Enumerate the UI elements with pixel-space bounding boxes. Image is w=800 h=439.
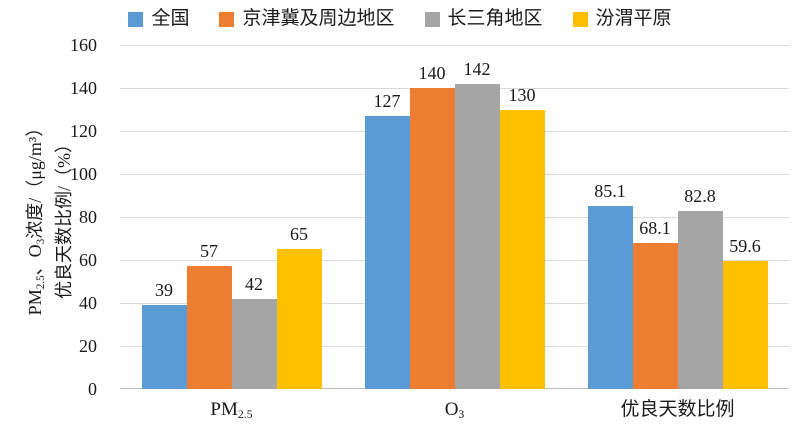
category-label-2: 优良天数比例 <box>620 398 734 422</box>
legend-item-2: 长三角地区 <box>424 8 543 30</box>
bar-value-label: 39 <box>155 280 173 301</box>
bar-series2-cat2 <box>677 210 723 389</box>
bar-value-label: 130 <box>508 84 536 105</box>
gridline <box>120 45 789 46</box>
bar-series0-cat1 <box>364 115 410 389</box>
bar-series3-cat2 <box>722 260 768 389</box>
bar-value-label: 142 <box>463 58 491 79</box>
bar-value-label: 140 <box>418 63 446 83</box>
bar-series1-cat1 <box>409 88 455 389</box>
bar-value-label: 59.6 <box>729 235 761 256</box>
legend-swatch-icon <box>424 11 440 27</box>
bar-series3-cat1 <box>499 109 545 389</box>
label-text: PM <box>210 399 238 420</box>
category-label-0: PM2.5 <box>210 398 252 427</box>
label-text: O <box>444 399 459 420</box>
label-subscript: 3 <box>458 407 465 421</box>
legend-label: 京津冀及周边地区 <box>242 8 395 29</box>
bar-value-label: 85.1 <box>594 181 626 202</box>
y-axis-tick-labels: 0 20 40 60 80 100 120 140 160 <box>55 35 105 399</box>
bar-series0-cat2 <box>587 206 633 389</box>
y-tick-label: 40 <box>79 293 97 313</box>
legend-swatch-icon <box>128 11 144 27</box>
plot-area: 39 57 42 65 PM2.5 127 140 142 130 O3 85.1 68.1 82.8 5… <box>120 45 789 421</box>
bar-value-label: 65 <box>290 224 308 245</box>
legend-label: 汾渭平原 <box>595 8 672 29</box>
y-tick-label: 0 <box>88 379 97 399</box>
label-text: 优良天数比例 <box>620 399 735 420</box>
bar-value-label: 57 <box>200 241 218 262</box>
y-tick-label: 80 <box>79 207 97 227</box>
legend-swatch-icon <box>572 11 588 27</box>
legend-label: 全国 <box>151 8 190 29</box>
legend: 全国 京津冀及周边地区 长三角地区 汾渭平原 <box>0 8 800 30</box>
category-label-1: O3 <box>445 398 465 427</box>
y-tick-label: 120 <box>70 121 97 141</box>
bar-series0-cat0 <box>141 305 187 389</box>
bar-series2-cat0 <box>231 298 277 389</box>
bar-value-label: 68.1 <box>639 217 671 238</box>
label-subscript: 2.5 <box>34 275 47 290</box>
legend-item-3: 汾渭平原 <box>572 8 672 30</box>
bar-series1-cat2 <box>632 242 678 389</box>
bar-series2-cat1 <box>454 83 500 389</box>
bar-series1-cat0 <box>186 266 232 389</box>
bar-value-label: 82.8 <box>684 185 716 206</box>
label-subscript: 3 <box>34 238 47 245</box>
label-subscript: 2.5 <box>237 407 253 421</box>
bar-value-label: 127 <box>373 90 401 111</box>
legend-item-1: 京津冀及周边地区 <box>219 8 395 30</box>
bar-value-label: 42 <box>245 273 263 294</box>
y-tick-label: 60 <box>79 250 97 270</box>
y-tick-label: 100 <box>70 164 97 184</box>
legend-swatch-icon <box>219 11 235 27</box>
bar-series3-cat0 <box>276 249 322 389</box>
y-tick-label: 20 <box>79 336 97 356</box>
legend-label: 长三角地区 <box>447 8 543 29</box>
legend-item-0: 全国 <box>128 8 189 30</box>
y-tick-label: 140 <box>70 78 97 98</box>
y-tick-label: 160 <box>70 35 97 55</box>
